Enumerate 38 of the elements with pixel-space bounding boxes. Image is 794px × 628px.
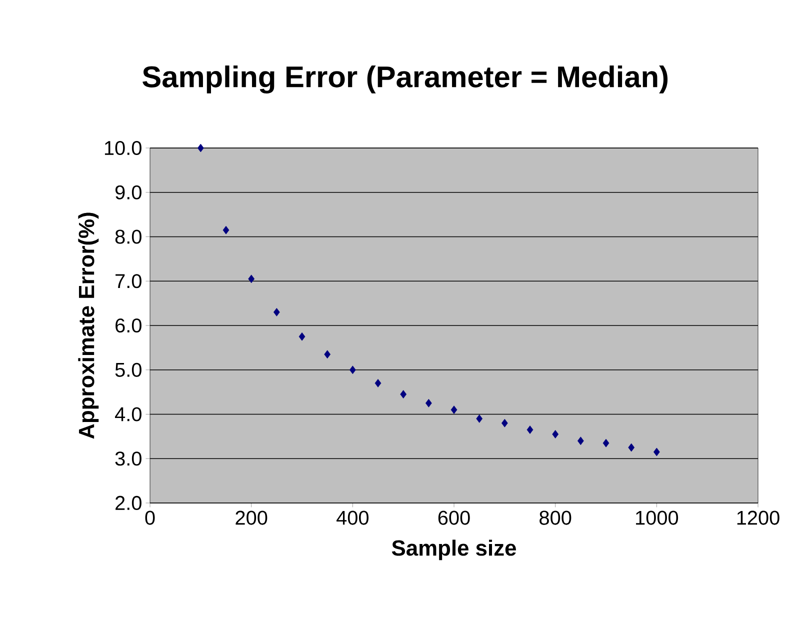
point bbox=[349, 366, 356, 374]
point bbox=[197, 144, 204, 152]
x-tick-label: 200 bbox=[236, 510, 268, 525]
y-axis-title: Approximate Error(%) bbox=[78, 212, 99, 439]
point bbox=[577, 436, 584, 446]
y-tick-label: 8.0 bbox=[115, 230, 142, 244]
point bbox=[653, 448, 660, 456]
y-tick-label: 5.0 bbox=[115, 362, 142, 377]
chart-title: Sampling Error (Parameter = Median) bbox=[142, 66, 668, 94]
point bbox=[400, 390, 407, 398]
point bbox=[476, 414, 483, 423]
x-tick-label: 800 bbox=[540, 510, 572, 525]
x-tick-label: 600 bbox=[438, 510, 470, 525]
point bbox=[425, 398, 432, 408]
point bbox=[552, 430, 559, 438]
y-tick-label: 3.0 bbox=[115, 452, 142, 466]
y-tick-label: 10.0 bbox=[104, 140, 142, 156]
point bbox=[628, 443, 635, 452]
y-tick-label: 7.0 bbox=[116, 274, 142, 288]
point bbox=[273, 308, 280, 316]
y-tick-label: 6.0 bbox=[116, 318, 142, 333]
point bbox=[374, 378, 382, 388]
point bbox=[298, 332, 306, 341]
x-tick-label: 0 bbox=[145, 510, 155, 525]
x-axis-title: Sample size bbox=[392, 540, 516, 560]
point bbox=[248, 274, 255, 284]
x-tick-label: 1000 bbox=[636, 510, 678, 525]
x-tick-label: 400 bbox=[336, 510, 369, 525]
point bbox=[602, 438, 610, 448]
y-tick-label: 4.0 bbox=[114, 407, 142, 422]
y-tick-label: 2.0 bbox=[116, 496, 142, 510]
point bbox=[222, 226, 230, 234]
y-tick-label: 9.0 bbox=[115, 185, 142, 200]
point bbox=[450, 406, 458, 414]
point bbox=[501, 418, 508, 428]
point bbox=[526, 426, 534, 434]
x-tick-label: 1200 bbox=[737, 510, 780, 525]
point bbox=[324, 350, 331, 359]
